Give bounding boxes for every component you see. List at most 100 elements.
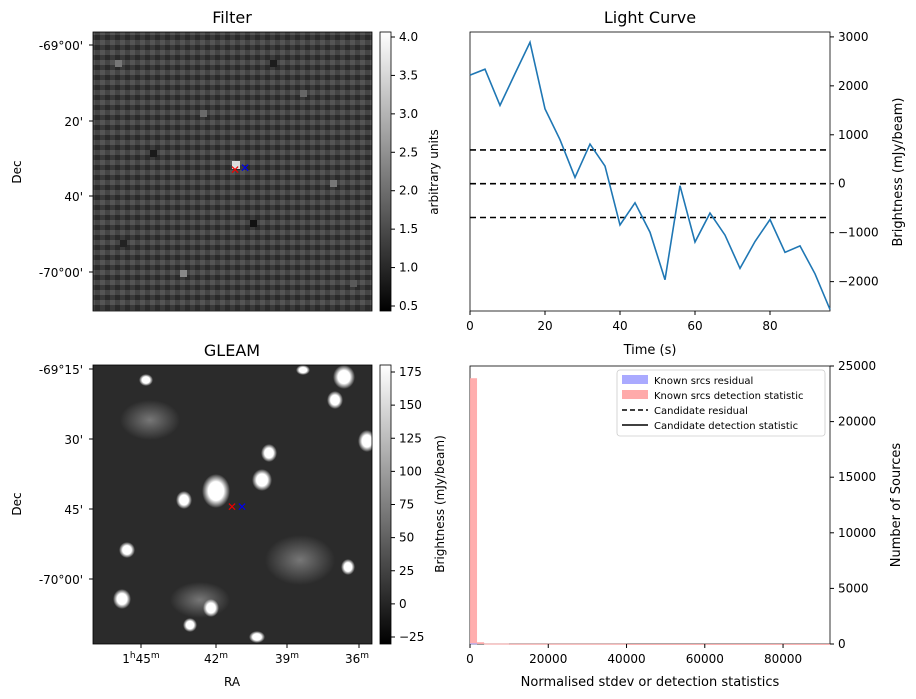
filter-colorbar-label: arbitrary units	[427, 129, 441, 215]
histogram-bar	[509, 643, 627, 645]
y-tick-label: 0	[838, 177, 846, 191]
colorbar-tick-label: 2.0	[399, 184, 418, 198]
colorbar-tick-label: 150	[399, 398, 422, 412]
legend-label-2: Candidate residual	[654, 406, 748, 417]
filter-markers: ✕ ✕	[230, 161, 250, 177]
histogram-xlabel: Normalised stdev or detection statistics	[521, 675, 780, 690]
filter-dec-tick-0: -69°00'	[39, 39, 83, 53]
y-tick-label: 5000	[838, 581, 869, 595]
marker-cross-red: ✕	[230, 163, 240, 177]
light-curve-line	[469, 39, 831, 310]
filter-panel: Filter ✕ ✕ -69°00' 20' 40' -70°00' Dec 4…	[10, 8, 441, 313]
marker-cross-red: ✕	[227, 500, 237, 514]
gleam-ra-tick-2: 39m	[275, 651, 299, 666]
filter-dec-tick-1: 20'	[64, 115, 83, 129]
histogram-bar	[626, 643, 830, 645]
light-curve-xlabel: Time (s)	[623, 343, 677, 358]
colorbar-tick-label: 175	[399, 365, 422, 379]
colorbar-tick-label: 3.0	[399, 107, 418, 121]
gleam-xlabel: RA	[224, 675, 241, 689]
y-tick-label: −2000	[838, 275, 879, 289]
gleam-dec-ticks: -69°15' 30' 45' -70°00'	[39, 363, 93, 587]
colorbar-tick-label: 125	[399, 431, 422, 445]
gleam-dec-tick-2: 45'	[64, 503, 83, 517]
y-tick-label: 1000	[838, 128, 869, 142]
x-tick-label: 40	[612, 319, 627, 333]
legend-label-3: Candidate detection statistic	[654, 421, 798, 432]
y-tick-label: 15000	[838, 470, 876, 484]
y-tick-label: −1000	[838, 226, 879, 240]
marker-cross-blue: ✕	[240, 161, 250, 175]
colorbar-tick-label: 100	[399, 464, 422, 478]
colorbar-tick-label: 4.0	[399, 30, 418, 44]
y-tick-label: 10000	[838, 526, 876, 540]
x-tick-label: 80000	[764, 652, 802, 666]
gleam-colorbar-label: Brightness (mJy/beam)	[433, 435, 447, 573]
gleam-colorbar	[379, 364, 392, 645]
filter-image	[93, 32, 372, 311]
colorbar-tick-label: −25	[399, 630, 424, 644]
legend-label-0: Known srcs residual	[654, 376, 753, 387]
filter-colorbar	[379, 31, 392, 312]
x-tick-label: 0	[466, 319, 474, 333]
histogram-chart: 0 20000 40000 60000 80000 0 5000 10000 15000 2000…	[466, 359, 904, 690]
filter-pixel-noise	[115, 60, 357, 287]
histogram-bar	[470, 378, 478, 644]
light-curve-title: Light Curve	[604, 8, 696, 27]
gleam-frame	[92, 364, 373, 645]
gleam-dec-tick-3: -70°00'	[39, 573, 83, 587]
legend-box	[616, 369, 826, 437]
histogram-bar	[477, 642, 485, 644]
x-tick-label: 60000	[686, 652, 724, 666]
gleam-title: GLEAM	[204, 341, 260, 360]
histogram-legend: Known srcs residual Known srcs detection…	[616, 369, 826, 437]
legend-swatch-1	[622, 390, 648, 399]
y-tick-label: 0	[838, 637, 846, 651]
light-curve-ylabel: Brightness (mJy/beam)	[891, 98, 906, 247]
marker-cross-blue: ✕	[237, 500, 247, 514]
gleam-ra-tick-1: 42m	[204, 651, 228, 666]
gleam-markers: ✕ ✕	[227, 500, 247, 514]
colorbar-tick-label: 75	[399, 498, 414, 512]
gleam-ylabel: Dec	[10, 492, 24, 515]
x-tick-label: 20	[537, 319, 552, 333]
light-curve-chart: Light Curve 0 20 40 60 80 −2000 −1000 0 1000 2000…	[466, 8, 906, 358]
colorbar-tick-label: 25	[399, 564, 414, 578]
x-tick-label: 60	[687, 319, 702, 333]
colorbar-tick-label: 2.5	[399, 145, 418, 159]
gleam-panel: GLEAM ✕ ✕	[10, 341, 447, 689]
light-curve-frame	[469, 31, 831, 312]
colorbar-tick-label: 50	[399, 531, 414, 545]
gleam-colorbar-ticks: 175 150 125 100 75 50 25 0 −25	[391, 365, 424, 644]
colorbar-tick-label: 1.0	[399, 261, 418, 275]
gleam-dec-tick-1: 30'	[64, 433, 83, 447]
filter-frame	[92, 31, 373, 312]
colorbar-tick-label: 0	[399, 597, 407, 611]
y-tick-label: 2000	[838, 79, 869, 93]
filter-colorbar-ticks: 4.0 3.5 3.0 2.5 2.0 1.5 1.0 0.5	[391, 30, 418, 313]
histogram-bar	[484, 643, 510, 645]
filter-dec-tick-3: -70°00'	[39, 266, 83, 280]
x-tick-label: 80	[762, 319, 777, 333]
histogram-bar	[470, 643, 478, 645]
y-tick-label: 20000	[838, 415, 876, 429]
filter-dec-ticks: -69°00' 20' 40' -70°00'	[39, 39, 93, 280]
colorbar-tick-label: 1.5	[399, 222, 418, 236]
gleam-ra-tick-0: 1h45m	[122, 651, 159, 666]
gleam-ra-tick-3: 36m	[345, 651, 369, 666]
colorbar-tick-label: 0.5	[399, 299, 418, 313]
colorbar-tick-label: 3.5	[399, 68, 418, 82]
filter-title: Filter	[212, 8, 252, 27]
x-tick-label: 0	[466, 652, 474, 666]
gleam-dec-tick-0: -69°15'	[39, 363, 83, 377]
filter-dec-tick-2: 40'	[64, 190, 83, 204]
y-tick-label: 3000	[838, 30, 869, 44]
gleam-sources	[113, 365, 376, 643]
y-tick-label: 25000	[838, 359, 876, 373]
legend-swatch-0	[622, 375, 648, 384]
gleam-ra-ticks: 1h45m 42m 39m 36m	[122, 644, 369, 666]
legend-label-1: Known srcs detection statistic	[654, 391, 803, 402]
filter-ylabel: Dec	[10, 160, 24, 183]
histogram-ylabel: Number of Sources	[889, 443, 904, 568]
